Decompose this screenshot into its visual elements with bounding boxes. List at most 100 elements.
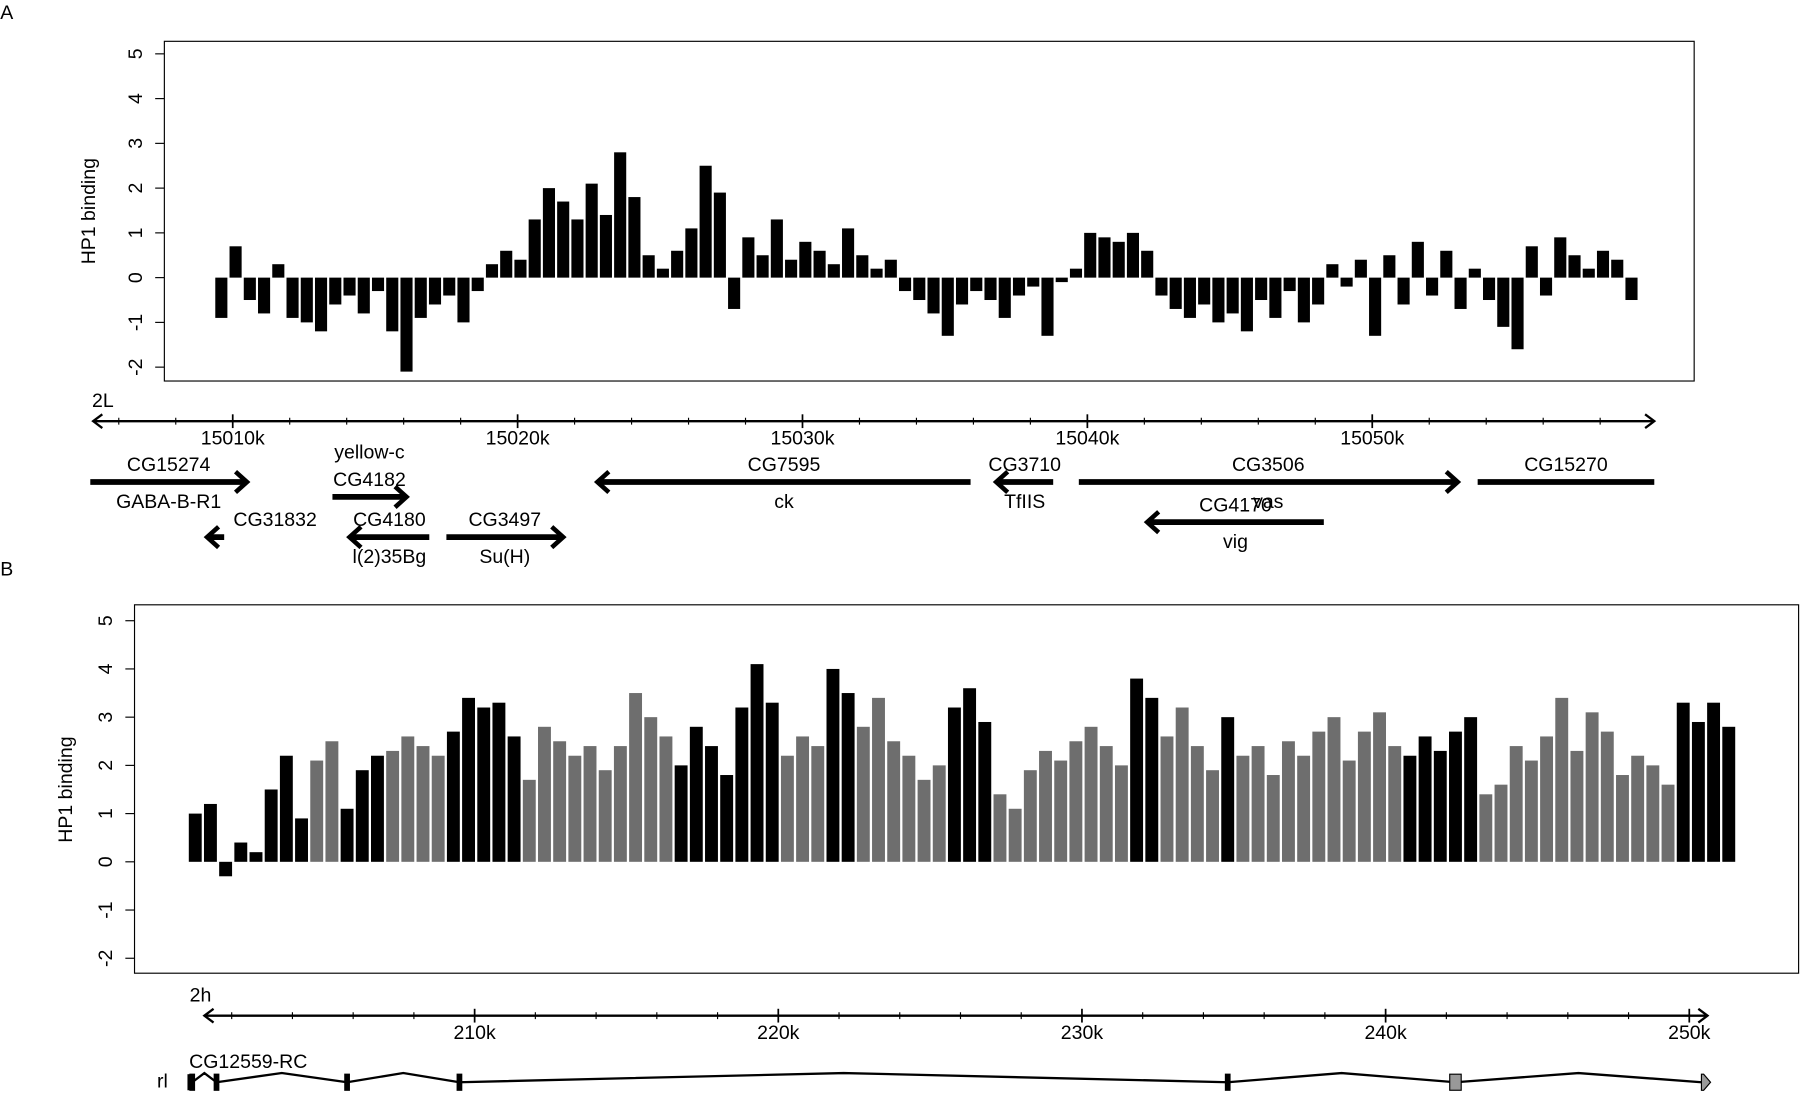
bar — [1433, 750, 1447, 862]
bar — [507, 736, 521, 862]
y-tick-label: 0 — [125, 272, 147, 283]
bar — [215, 277, 228, 318]
y-axis-label: HP1 binding — [78, 158, 100, 264]
bar — [1023, 770, 1037, 862]
bar — [1266, 775, 1280, 862]
bar — [1539, 277, 1553, 296]
gene-name: CG7595 — [748, 454, 821, 476]
bar — [1570, 750, 1584, 862]
bar — [1585, 712, 1599, 862]
bar — [685, 228, 698, 278]
gene-alias: l(2)35Bg — [353, 546, 427, 568]
exon — [344, 1073, 350, 1091]
x-tick-label: 240k — [1364, 1022, 1407, 1044]
bar — [1691, 721, 1705, 862]
bar — [1114, 765, 1128, 862]
bar — [1327, 717, 1341, 862]
bar — [1281, 741, 1295, 862]
bar — [329, 277, 342, 305]
bar — [300, 277, 313, 323]
bar — [1509, 746, 1523, 862]
bar — [735, 707, 749, 862]
gene-arrow — [346, 525, 363, 550]
bar — [1483, 277, 1496, 301]
bar — [642, 255, 655, 278]
bar — [913, 277, 926, 301]
y-tick-label: 2 — [95, 760, 117, 771]
bar — [428, 277, 442, 305]
bar — [720, 775, 734, 862]
bar — [1426, 277, 1439, 296]
bar — [799, 241, 812, 278]
bar — [355, 770, 369, 862]
bar — [599, 214, 612, 278]
bar — [742, 237, 755, 278]
bar — [1596, 250, 1610, 278]
gene-arrow — [233, 469, 251, 495]
bar — [1251, 746, 1265, 862]
gene-arrow — [1444, 469, 1462, 495]
bar — [1540, 736, 1554, 862]
bar — [258, 277, 271, 314]
bar — [1069, 741, 1083, 862]
gene-name: CG4180 — [353, 509, 426, 531]
bar — [1568, 255, 1581, 278]
bar — [1069, 268, 1083, 278]
bar — [1418, 736, 1432, 862]
bar — [1357, 731, 1371, 862]
gene-name: CG15274 — [127, 454, 211, 476]
y-tick-label: -2 — [95, 950, 117, 967]
bar — [431, 755, 445, 862]
bar — [542, 188, 556, 278]
gene-arrow — [1143, 510, 1161, 535]
y-tick-label: -1 — [125, 314, 147, 331]
y-tick-label: 3 — [125, 138, 147, 149]
bar — [1722, 726, 1736, 862]
plot-frame — [163, 40, 1695, 382]
bar — [872, 697, 885, 862]
bar — [528, 219, 541, 278]
bar — [1525, 246, 1538, 278]
bar — [614, 152, 627, 278]
bar — [1240, 277, 1253, 332]
bar — [400, 277, 413, 372]
x-tick-label: 230k — [1061, 1022, 1104, 1044]
gene-name: CG31832 — [233, 509, 316, 531]
gene-name: CG4182 — [333, 469, 406, 491]
bar — [1494, 784, 1508, 862]
bar — [1098, 237, 1111, 278]
bar — [1041, 277, 1054, 336]
gene-name: CG3497 — [468, 509, 541, 531]
bar — [1554, 237, 1567, 278]
bar — [1342, 760, 1356, 862]
bar — [557, 201, 570, 278]
gene-alias: vig — [1223, 531, 1248, 553]
gene-alias: Su(H) — [479, 546, 530, 568]
bar — [689, 726, 703, 862]
exon — [213, 1073, 220, 1091]
y-tick-label: 1 — [125, 227, 147, 238]
exon — [1700, 1073, 1712, 1091]
bar — [998, 277, 1011, 318]
x-tick-label: 250k — [1668, 1022, 1711, 1044]
bar — [870, 268, 883, 278]
exon — [456, 1073, 463, 1091]
bar — [264, 789, 278, 862]
bar — [598, 770, 612, 862]
bar — [785, 259, 798, 278]
bar — [713, 192, 726, 278]
bar — [1403, 755, 1417, 862]
bar — [1008, 808, 1022, 862]
bar — [1616, 775, 1629, 862]
bar — [477, 707, 491, 862]
transcript-name: CG12559-RC — [189, 1051, 307, 1073]
bar — [1175, 707, 1189, 862]
bar — [1269, 277, 1282, 318]
bar — [538, 726, 551, 862]
gene-name: CG15270 — [1524, 454, 1608, 476]
bar — [416, 746, 430, 862]
bar — [1221, 717, 1235, 862]
x-tick-label: 15010k — [201, 428, 265, 450]
